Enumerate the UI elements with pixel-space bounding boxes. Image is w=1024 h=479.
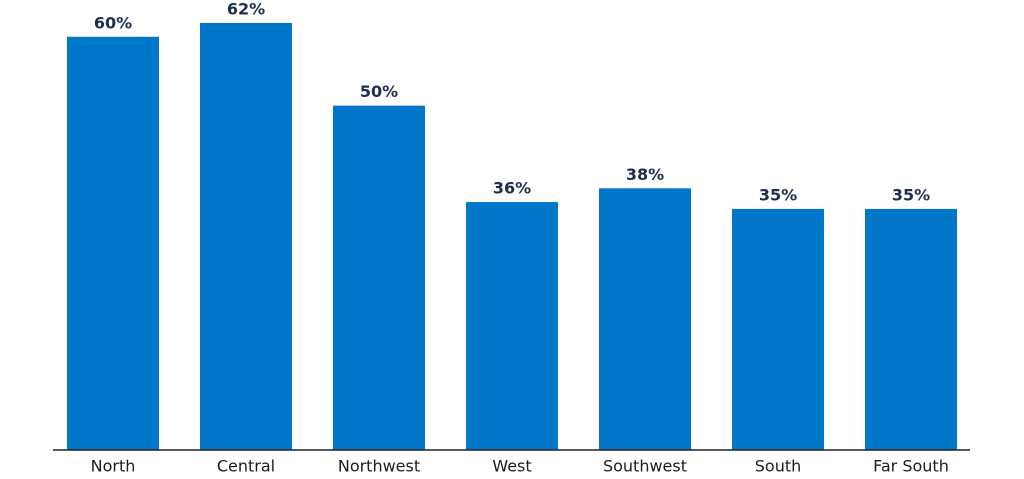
value-label: 35%	[759, 185, 797, 204]
value-label: 36%	[493, 179, 531, 198]
bar	[599, 188, 691, 450]
bar	[333, 105, 425, 450]
bar	[67, 36, 159, 450]
x-tick-label: West	[492, 457, 531, 476]
value-label: 35%	[892, 185, 930, 204]
x-tick-label: Northwest	[338, 457, 420, 476]
x-tick-label: Far South	[873, 457, 949, 476]
bar	[200, 23, 292, 450]
bar	[466, 202, 558, 450]
value-label: 38%	[626, 165, 664, 184]
value-label: 62%	[227, 0, 265, 19]
x-tick-label: Central	[217, 457, 275, 476]
x-tick-label: North	[91, 457, 136, 476]
bar	[865, 208, 957, 450]
value-label: 50%	[360, 82, 398, 101]
x-tick-label: Southwest	[603, 457, 687, 476]
bar	[732, 208, 824, 450]
x-tick-label: South	[755, 457, 802, 476]
value-label: 60%	[94, 13, 132, 32]
